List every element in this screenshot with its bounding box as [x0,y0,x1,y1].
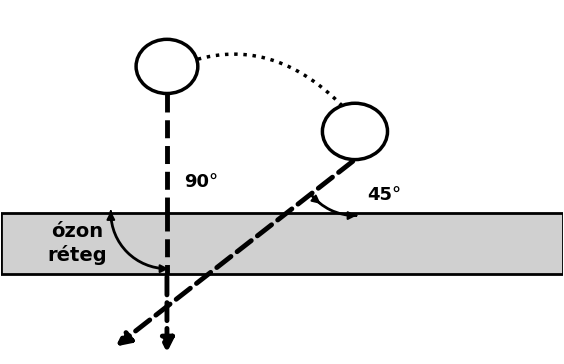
Bar [1,213,563,274]
Ellipse shape [136,39,198,94]
Text: 45°: 45° [367,186,402,203]
Ellipse shape [323,103,387,159]
Text: 90°: 90° [184,173,218,191]
Text: ózon
réteg: ózon réteg [47,222,107,265]
